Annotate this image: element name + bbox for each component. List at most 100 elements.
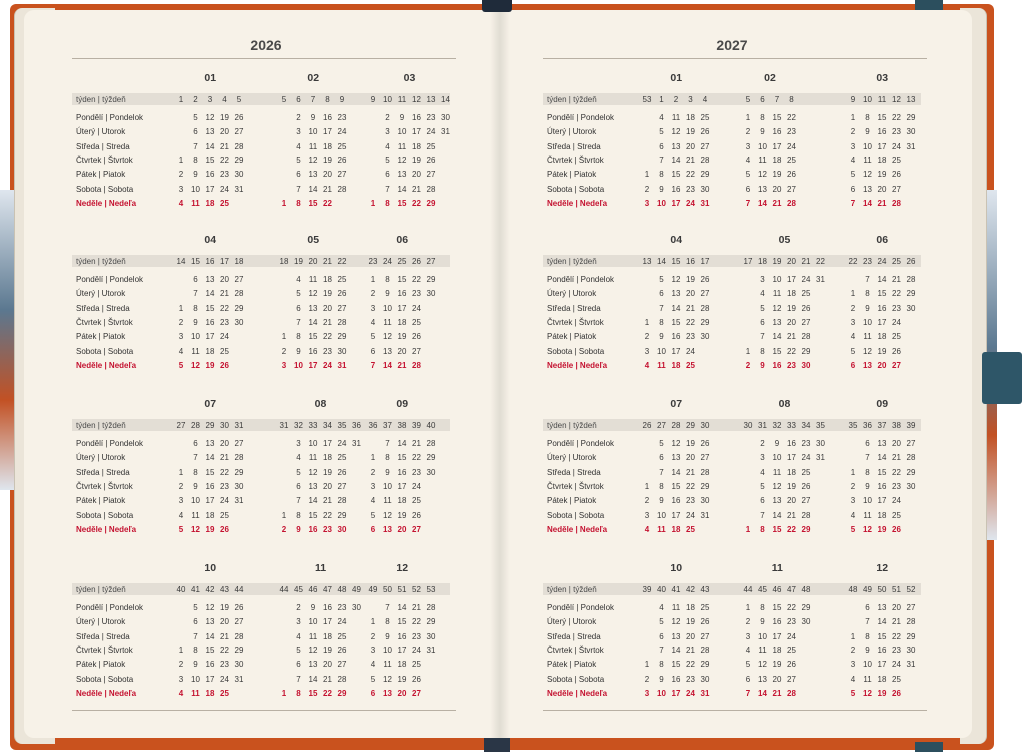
day-number: 2 [296,113,301,122]
day-number: 9 [193,170,198,180]
week-label: týden | týždeň [76,257,126,266]
day-number: 31 [234,674,244,684]
month-name: 03 [876,72,889,84]
day-number: 8 [296,510,301,520]
day-number: 11 [863,332,872,342]
day-number: 24 [337,127,347,137]
day-number: 27 [787,184,796,194]
bookmark-ribbon-top[interactable] [482,0,512,12]
month-name: 08 [778,398,791,410]
day-number: 12 [671,275,681,284]
day-number: 20 [220,275,229,284]
day-number: 30 [801,617,811,627]
day-number: 1 [850,289,856,299]
elastic-closure-band[interactable] [982,352,1022,404]
day-number: 22 [686,481,695,491]
weekday-label: Středa | Streda [76,467,130,477]
day-number: 16 [412,113,421,122]
day-number: 29 [700,317,710,327]
day-number: 14 [205,453,215,463]
week-number: 10 [383,95,392,104]
week-number-band [543,583,921,595]
day-number: 8 [193,645,198,655]
day-number: 26 [892,170,901,180]
day-number: 28 [801,332,811,342]
day-number: 5 [745,170,751,180]
week-number: 53 [426,585,436,594]
day-number: 4 [745,155,751,165]
day-number: 22 [323,510,332,520]
day-number: 1 [850,631,856,641]
day-number: 16 [671,332,681,342]
day-number: 1 [281,510,287,520]
day-number: 5 [760,481,765,491]
day-number: 19 [412,155,421,165]
day-number: 20 [323,170,332,180]
day-number: 5 [850,524,856,534]
day-number: 26 [412,332,421,342]
week-number: 41 [671,585,681,594]
day-number: 30 [700,496,710,506]
day-number: 9 [296,524,301,534]
day-number: 31 [816,453,825,463]
day-number: 30 [337,346,347,356]
day-number: 4 [644,360,650,370]
day-number: 14 [205,631,215,641]
day-number: 27 [892,360,901,370]
week-number: 23 [368,257,378,266]
weekday-label: Neděle | Nedeľa [76,360,137,370]
day-number: 26 [220,360,229,370]
day-number: 25 [787,645,796,655]
day-number: 21 [686,155,695,165]
day-number: 24 [892,660,901,670]
week-number: 11 [397,95,407,104]
week-number: 25 [892,257,901,266]
week-number: 20 [308,257,318,266]
week-number: 51 [892,585,901,594]
day-number: 21 [686,467,695,477]
day-number: 6 [296,170,301,180]
day-number: 24 [412,303,421,313]
day-number: 26 [337,645,347,655]
day-number: 21 [787,510,796,520]
day-number: 6 [659,631,664,641]
day-number: 17 [772,631,782,641]
day-number: 29 [234,645,244,655]
day-number: 13 [205,439,215,448]
day-number: 20 [877,360,887,370]
day-number: 22 [787,113,796,122]
day-number: 19 [205,524,215,534]
week-label: týden | týždeň [547,585,597,594]
day-number: 26 [892,524,901,534]
day-number: 11 [383,496,392,506]
bookmark-ribbon-bottom[interactable] [484,738,510,752]
day-number: 16 [671,496,681,506]
day-number: 13 [383,524,392,534]
day-number: 24 [892,496,901,506]
day-number: 21 [787,332,796,342]
day-number: 14 [308,317,318,327]
day-number: 21 [892,453,901,463]
weekday-label: Pondělí | Pondelok [547,113,615,122]
weekday-label: Pátek | Piatok [76,170,126,180]
day-number: 6 [865,603,870,612]
weekday-label: Čtvrtek | Štvrtok [76,155,133,165]
day-number: 14 [308,674,318,684]
month-name: 01 [670,72,683,84]
week-number: 5 [281,95,287,104]
day-number: 27 [412,524,421,534]
day-number: 14 [671,303,681,313]
day-number: 7 [385,439,390,448]
week-number: 49 [352,585,361,594]
month-name: 12 [396,562,409,574]
day-number: 2 [850,127,856,137]
day-number: 26 [787,660,796,670]
day-number: 24 [787,631,796,641]
day-number: 29 [801,524,811,534]
day-number: 27 [337,481,347,491]
day-number: 16 [205,317,215,327]
week-number: 51 [397,585,407,594]
day-number: 13 [877,439,887,448]
day-number: 6 [193,617,198,627]
day-number: 20 [220,617,229,627]
